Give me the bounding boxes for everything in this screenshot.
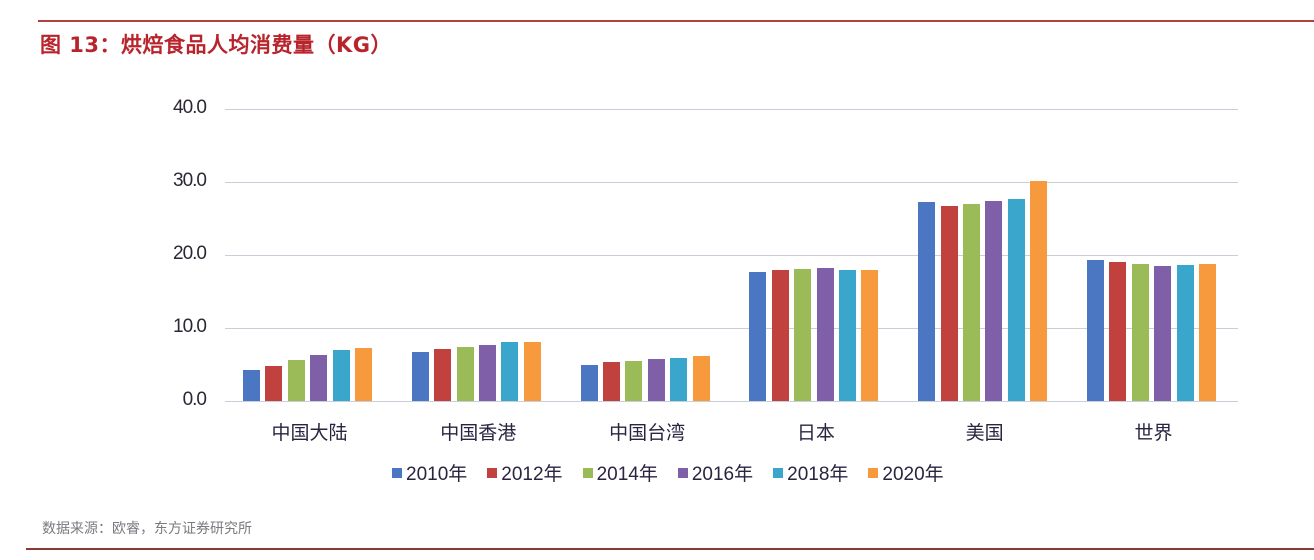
bar [287,360,305,401]
bottom-rule [26,548,1314,550]
y-axis-tick-label: 10.0 [173,316,207,337]
x-axis-category-label: 中国香港 [440,422,517,444]
data-source-note: 数据来源：欧睿，东方证券研究所 [42,521,252,537]
bar [861,269,879,401]
bar [265,365,283,401]
legend-label: 2016年 [691,464,754,485]
legend-swatch-icon [582,467,593,478]
legend-item: 2014年 [582,459,658,486]
legend-item: 2018年 [773,459,848,486]
bar [434,349,452,401]
bar [355,347,372,401]
bar [647,359,665,401]
legend-item: 2010年 [392,459,467,486]
bar [603,362,620,401]
legend-label: 2010年 [406,464,468,485]
bar [985,200,1003,401]
bar [940,206,958,401]
gridline [225,328,1238,329]
x-axis-category-label: 日本 [796,422,835,444]
chart-title: 图 13：烘焙食品人均消费量（KG） [40,33,393,57]
bar [310,355,328,401]
legend-swatch-icon [487,467,498,478]
bar [1007,198,1025,401]
bar [411,352,429,401]
legend-label: 2020年 [882,464,944,485]
bar [580,364,598,401]
bar [1109,261,1127,401]
bar [243,370,260,401]
bar [1030,181,1048,401]
bar [456,346,474,401]
bar [963,203,980,401]
bar [749,271,767,401]
gridline [225,109,1238,110]
bar [479,344,496,401]
gridline [225,182,1238,183]
y-axis-tick-label: 40.0 [173,97,207,118]
legend-item: 2020年 [868,459,944,486]
gridline [225,255,1238,256]
legend-label: 2018年 [787,464,849,485]
y-axis-tick-label: 20.0 [173,243,207,264]
chart-legend: 2010年 2012年 2014年 2016年 2018年 2020年 [392,459,964,486]
legend-label: 2014年 [596,464,658,485]
bar [918,201,936,401]
legend-swatch-icon [392,467,402,478]
bar [625,360,643,401]
y-axis-tick-label: 30.0 [173,170,207,191]
y-axis-tick-label: 0.0 [182,389,207,410]
bar [523,341,541,401]
bar [1154,265,1172,401]
legend-swatch-icon [868,467,879,478]
bar [1176,265,1194,401]
legend-label: 2012年 [501,464,563,485]
bar [1087,260,1104,401]
legend-swatch-icon [773,467,784,478]
legend-item: 2016年 [677,459,754,486]
x-axis-category-label: 美国 [965,422,1004,444]
bar [794,268,812,401]
legend-item: 2012年 [487,459,563,486]
bar [670,357,688,401]
bar [816,268,834,401]
x-axis-category-label: 世界 [1134,422,1173,444]
bar [501,341,519,401]
bar [692,356,710,401]
bar [771,269,789,401]
bar [1131,263,1149,401]
gridline [225,401,1238,402]
bar [332,349,350,401]
x-axis-category-label: 中国台湾 [609,422,686,444]
legend-swatch-icon [677,467,688,478]
x-axis-category-label: 中国大陆 [271,422,348,444]
top-rule [38,20,1314,22]
bar [1199,264,1216,401]
bar [839,269,856,401]
